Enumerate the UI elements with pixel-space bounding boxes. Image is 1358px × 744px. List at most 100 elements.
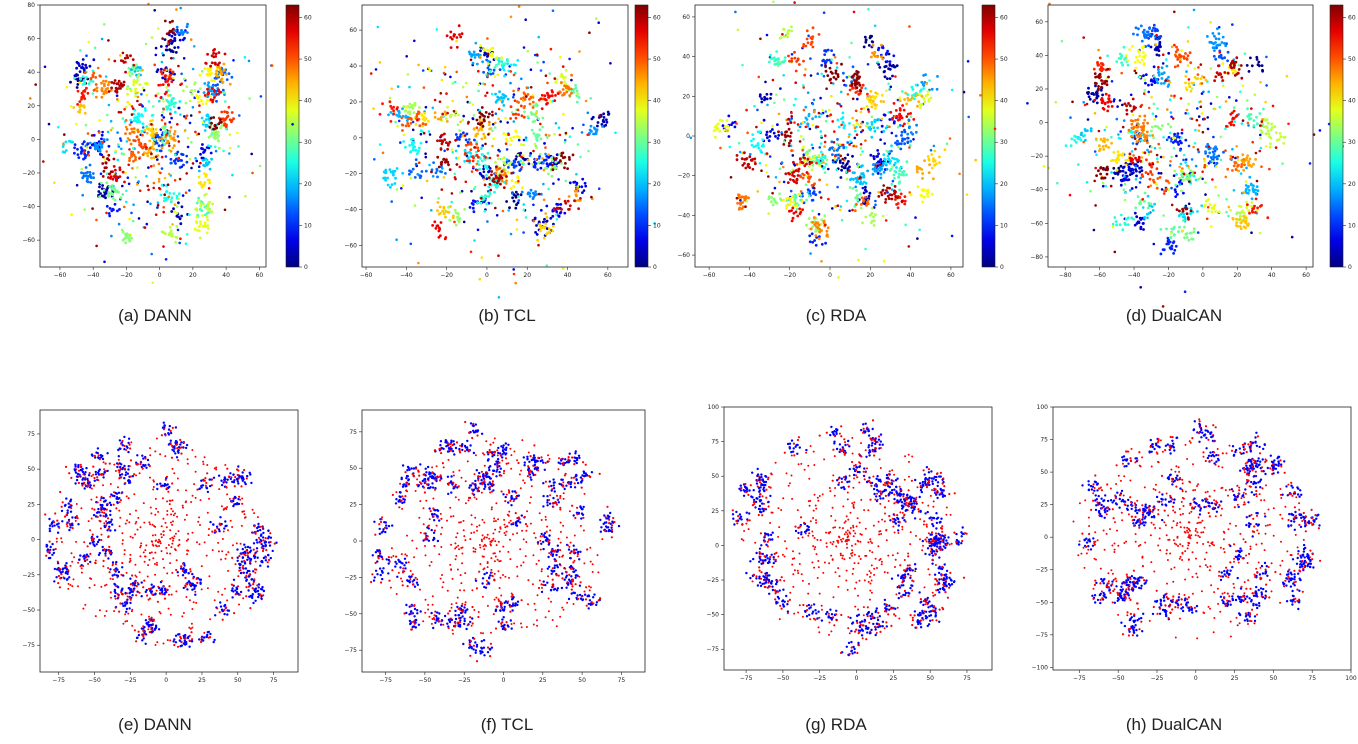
point: [449, 30, 453, 34]
point: [1196, 231, 1200, 234]
point: [787, 54, 790, 58]
point: [93, 141, 97, 145]
point: [526, 93, 530, 96]
point: [100, 88, 104, 92]
point: [100, 37, 104, 41]
point: [1246, 186, 1250, 189]
point: [735, 154, 739, 157]
point: [882, 184, 885, 187]
point: [291, 123, 294, 126]
point: [856, 198, 860, 202]
point: [195, 220, 198, 224]
point: [884, 53, 888, 56]
point: [508, 206, 511, 210]
point: [85, 86, 88, 90]
point: [528, 192, 532, 195]
point: [903, 98, 906, 101]
point: [173, 36, 177, 40]
point: [811, 123, 815, 127]
point: [411, 148, 415, 152]
point: [167, 101, 171, 105]
point: [136, 95, 140, 99]
point: [89, 79, 93, 83]
point: [544, 146, 547, 149]
point: [823, 171, 827, 174]
point: [480, 159, 484, 163]
point: [98, 74, 102, 78]
point: [203, 172, 206, 176]
point: [778, 192, 781, 196]
point: [1218, 54, 1221, 58]
point: [760, 121, 763, 125]
point: [100, 143, 104, 146]
point: [143, 143, 147, 146]
point: [801, 161, 805, 165]
colorbar-tick-label: 30: [304, 139, 312, 146]
point: [247, 59, 251, 63]
point: [561, 65, 565, 68]
point: [853, 129, 857, 133]
point: [1122, 119, 1126, 122]
point: [204, 61, 208, 65]
point: [1249, 182, 1253, 186]
point: [444, 160, 447, 164]
point: [453, 80, 457, 84]
point: [114, 172, 117, 175]
point: [210, 61, 214, 65]
point: [34, 83, 37, 86]
point: [820, 242, 824, 246]
point: [817, 159, 820, 162]
point: [548, 72, 551, 75]
point: [1167, 242, 1170, 246]
point: [876, 172, 880, 175]
point: [1119, 169, 1122, 173]
point: [753, 104, 756, 108]
point: [125, 200, 128, 204]
point: [905, 173, 908, 177]
point: [62, 142, 65, 145]
point: [156, 92, 160, 95]
point: [1113, 172, 1117, 176]
point: [614, 131, 617, 135]
point: [533, 165, 537, 169]
point: [218, 90, 222, 94]
point: [1134, 178, 1138, 181]
point: [124, 171, 127, 175]
point: [463, 134, 467, 137]
point: [478, 167, 481, 171]
point: [1172, 252, 1175, 255]
point: [1232, 189, 1236, 192]
point: [737, 141, 741, 145]
point: [879, 158, 883, 161]
point: [801, 176, 805, 180]
point: [168, 108, 172, 111]
point: [120, 147, 123, 151]
point: [451, 82, 455, 85]
point: [1189, 212, 1192, 216]
point: [210, 87, 214, 90]
point: [1069, 116, 1072, 119]
point: [401, 129, 404, 132]
point: [537, 192, 541, 196]
point: [498, 150, 502, 153]
point: [223, 52, 227, 56]
point: [176, 150, 180, 154]
point: [519, 104, 523, 108]
point: [171, 97, 174, 101]
point: [416, 150, 420, 154]
point: [414, 162, 418, 166]
point: [782, 74, 785, 77]
point: [180, 214, 184, 218]
point: [127, 66, 131, 70]
point: [794, 69, 798, 73]
point: [209, 144, 213, 148]
point: [537, 243, 540, 247]
point: [1151, 209, 1155, 212]
point: [152, 141, 155, 145]
point: [151, 113, 155, 117]
point: [78, 70, 82, 73]
point: [809, 175, 812, 179]
point: [737, 193, 740, 197]
point: [1112, 99, 1116, 103]
point: [172, 27, 175, 31]
